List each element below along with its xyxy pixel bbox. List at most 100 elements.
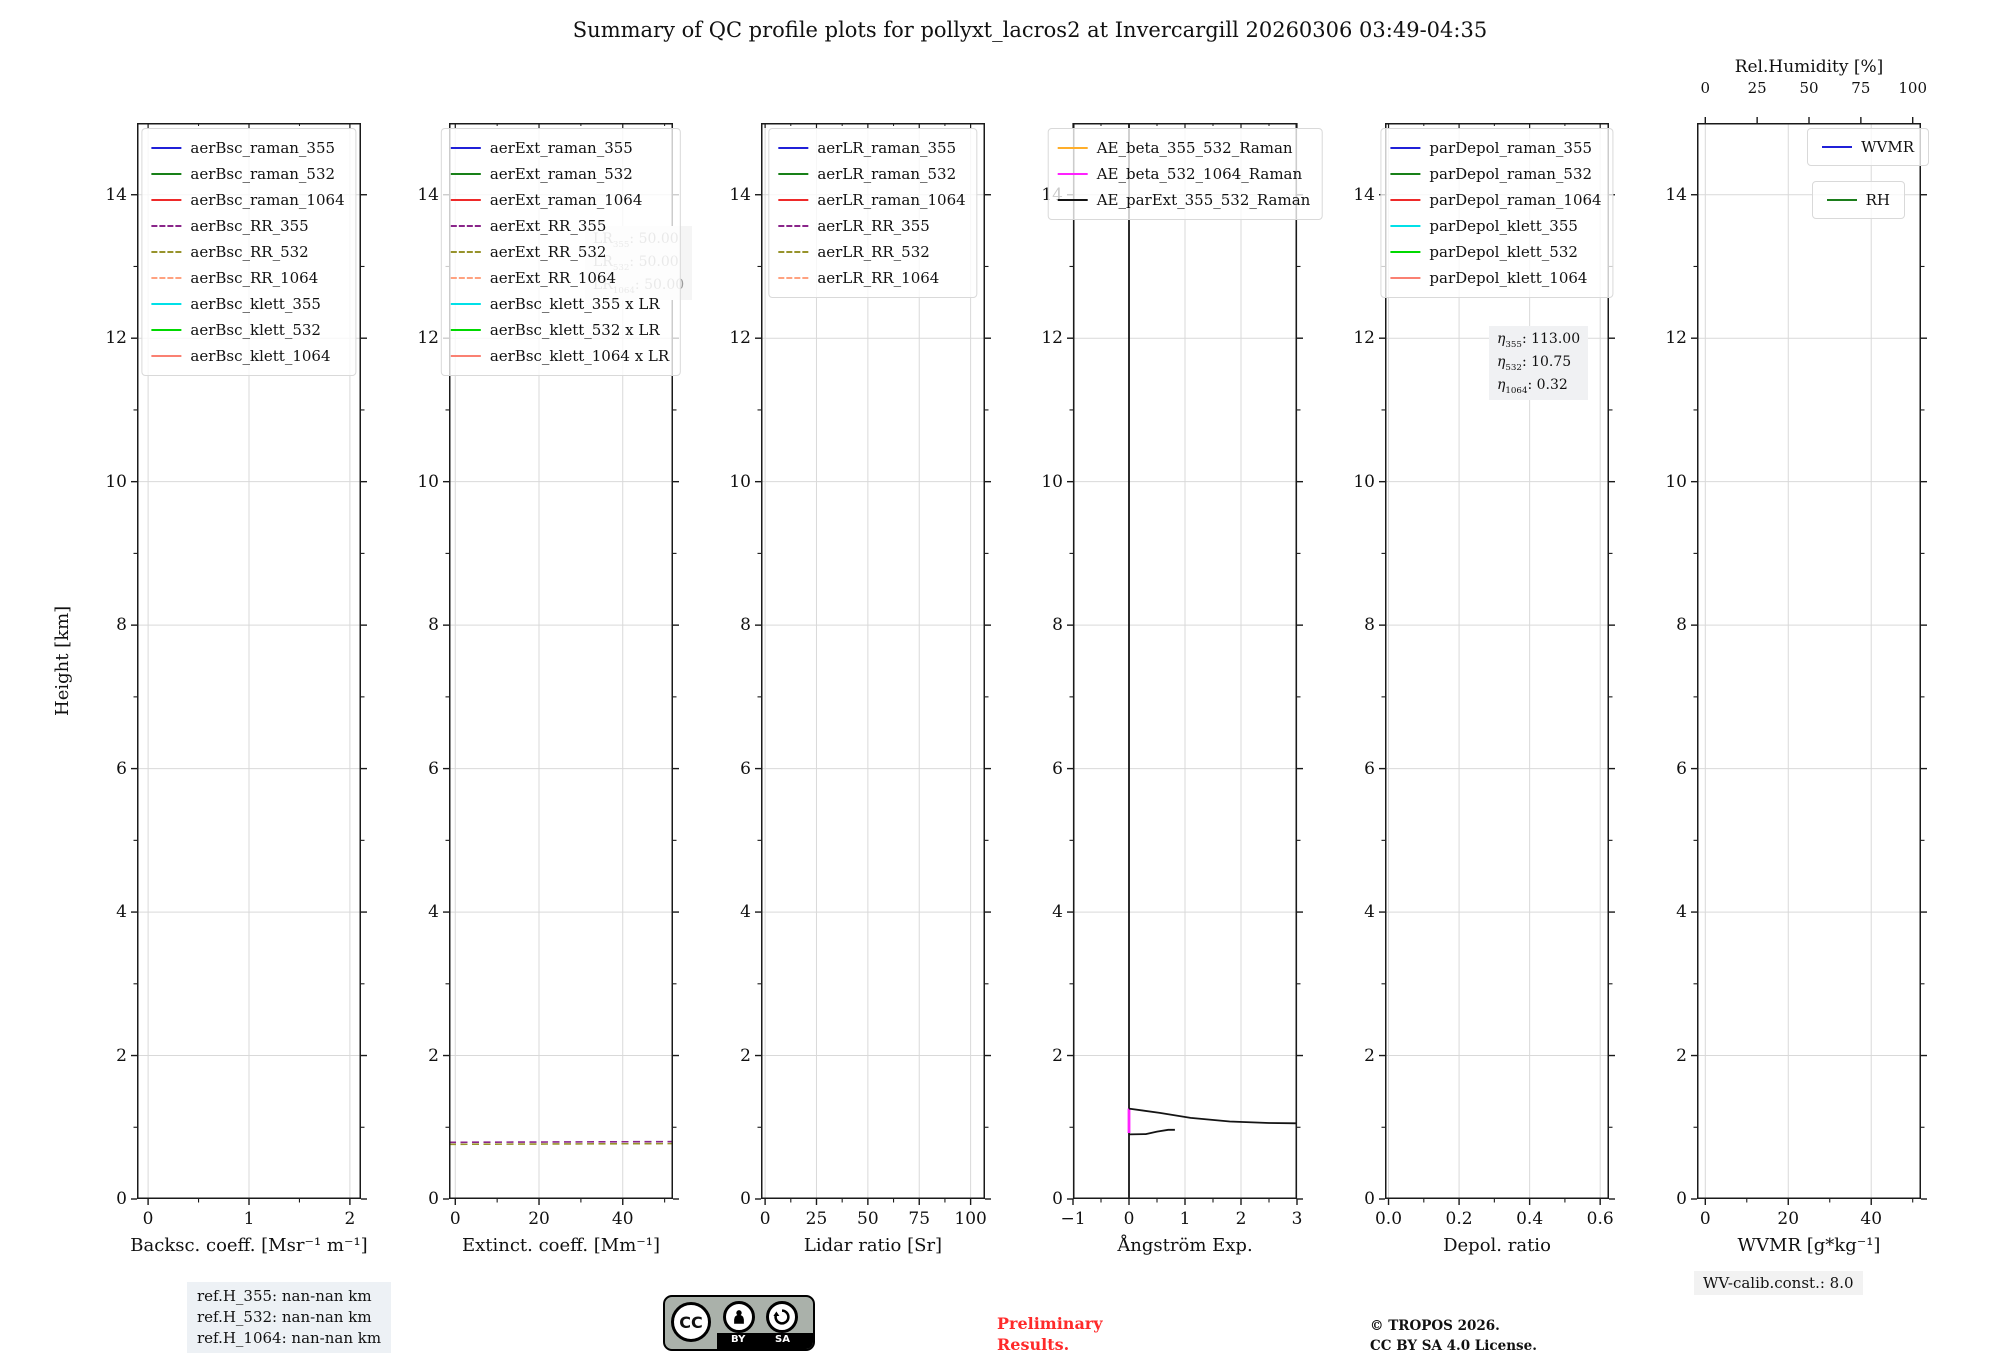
legend-line-sample: [778, 173, 809, 175]
x-tick-label: 100: [954, 1209, 987, 1229]
y-tick-label: 0: [116, 1189, 127, 1209]
legend-item: AE_beta_532_1064_Raman: [1057, 161, 1311, 187]
y-tick-label: 12: [105, 328, 127, 349]
legend-item: aerBsc_klett_1064 x LR: [450, 343, 669, 369]
legend-line-sample: [778, 225, 809, 227]
legend-line-sample: [1057, 173, 1088, 175]
top-tick-label: 50: [1799, 79, 1819, 97]
y-tick-label: 14: [1353, 184, 1375, 205]
top-tick-label: 25: [1747, 79, 1767, 97]
panel-lidar-ratio: 0 2 4 6 8 10 12 14 0 25 50 75 100 Lidar ratio [Sr] …: [729, 123, 991, 1256]
legend-wvmr: WVMR: [1807, 128, 1929, 166]
x-axis-title-depol: Depol. ratio: [1443, 1235, 1551, 1256]
x-tick-label: 75: [908, 1209, 931, 1229]
y-tick-label: 10: [1353, 471, 1375, 492]
legend-line-sample: [1390, 199, 1421, 201]
legend-line-sample: [450, 303, 481, 305]
legend-item: aerExt_raman_355: [450, 135, 669, 161]
x-tick-label: 2: [1235, 1209, 1247, 1229]
ref-height-355: ref.H_355: nan-nan km: [197, 1287, 372, 1305]
legend-line-sample: [1057, 199, 1088, 201]
y-tick-label: 4: [740, 902, 751, 923]
legend-line-sample: [1390, 225, 1421, 227]
legend-item: aerBsc_raman_1064: [151, 187, 345, 213]
legend-item: AE_parExt_355_532_Raman: [1057, 187, 1310, 213]
y-tick-label: 6: [740, 758, 751, 779]
x-tick-label: 0.6: [1586, 1209, 1614, 1229]
preliminary-results-note: Preliminary Results.: [997, 1314, 1103, 1354]
y-tick-label: 10: [1041, 471, 1063, 492]
legend-line-sample: [450, 225, 481, 227]
x-tick-label: 0: [142, 1209, 154, 1229]
y-tick-label: 6: [1676, 758, 1687, 779]
plot-canvas-lidar-ratio: [755, 123, 991, 1205]
legend-item: parDepol_klett_532: [1390, 239, 1601, 265]
legend-item: aerBsc_klett_1064: [151, 343, 344, 369]
legend-item: aerExt_RR_532: [450, 239, 669, 265]
legend-item: parDepol_raman_1064: [1390, 187, 1602, 213]
legend-line-sample: [778, 199, 809, 201]
legend-line-sample: [1057, 147, 1088, 149]
legend-line-sample: [450, 355, 481, 357]
annotation-line: η1064: 0.32: [1497, 376, 1568, 396]
x-tick-label: 0: [1699, 1209, 1711, 1229]
legend-item: aerBsc_klett_532 x LR: [450, 317, 669, 343]
annotation-line: η355: 113.00: [1497, 331, 1581, 350]
x-tick-label: 0: [1123, 1209, 1135, 1229]
x-tick-label: 1: [1179, 1209, 1191, 1229]
y-tick-label: 6: [1364, 758, 1375, 779]
cc-sharealike-arrow-icon: [766, 1301, 798, 1333]
y-tick-label: 10: [417, 471, 439, 492]
legend-rh: RH: [1811, 181, 1905, 219]
figure-title: Summary of QC profile plots for pollyxt_…: [572, 18, 1488, 42]
x-tick-label: 40: [611, 1209, 634, 1229]
legend-item: aerBsc_klett_355 x LR: [450, 291, 669, 317]
y-tick-label: 12: [1041, 328, 1063, 349]
legend-angstrom: AE_beta_355_532_Raman AE_beta_532_1064_Ra…: [1047, 128, 1323, 220]
legend-item: aerLR_RR_355: [778, 213, 965, 239]
plot-canvas-depol: [1379, 123, 1615, 1205]
legend-item: parDepol_klett_355: [1390, 213, 1601, 239]
y-tick-label: 8: [1364, 615, 1375, 636]
cc-sa-label: SA: [775, 1334, 790, 1345]
y-tick-label: 8: [1676, 615, 1687, 636]
legend-line-sample: [450, 147, 481, 149]
legend-line-sample: [450, 277, 481, 279]
y-tick-label: 8: [116, 615, 127, 636]
y-tick-label: 14: [1665, 184, 1687, 205]
legend-item: aerLR_RR_1064: [778, 265, 965, 291]
y-tick-label: 0: [740, 1189, 751, 1209]
legend-item: aerLR_raman_355: [778, 135, 965, 161]
cc-license-badge: BY SA CC: [663, 1295, 815, 1351]
y-tick-label: 0: [1676, 1189, 1687, 1209]
copyright-note: © TROPOS 2026. CC BY SA 4.0 License.: [1370, 1318, 1537, 1355]
top-axis-title-rel-humidity: Rel.Humidity [%]: [1734, 57, 1884, 77]
legend-item: aerExt_raman_1064: [450, 187, 669, 213]
legend-extinction: aerExt_raman_355 aerExt_raman_532 aerExt_r…: [440, 128, 682, 376]
x-tick-label: 20: [528, 1209, 550, 1229]
plot-canvas-wvmr: [1691, 117, 1927, 1205]
y-tick-label: 10: [1665, 471, 1687, 492]
x-axis-title-lidar-ratio: Lidar ratio [Sr]: [803, 1235, 943, 1256]
legend-line-sample: [151, 251, 182, 253]
legend-item: aerBsc_raman_532: [151, 161, 344, 187]
legend-item: aerExt_raman_532: [450, 161, 669, 187]
x-tick-label: 0: [449, 1209, 461, 1229]
y-tick-label: 8: [1052, 615, 1063, 636]
panel-wvmr: 0 2 4 6 8 10 12 14 0 20 40 Rel.Humidity [%] 0 25 50…: [1665, 57, 1929, 1256]
legend-item: aerBsc_klett_532: [151, 317, 344, 343]
legend-item: aerLR_raman_1064: [778, 187, 966, 213]
cc-by-label: BY: [731, 1334, 746, 1345]
y-tick-label: 12: [1353, 328, 1375, 349]
y-tick-label: 2: [740, 1045, 751, 1066]
y-tick-label: 6: [428, 758, 439, 779]
x-tick-label: 1: [243, 1209, 255, 1229]
x-tick-label: 0: [759, 1209, 771, 1229]
legend-item: aerBsc_RR_1064: [151, 265, 344, 291]
legend-line-sample: [151, 199, 182, 201]
reference-height-annotation: ref.H_355: nan-nan km ref.H_532: nan-nan…: [187, 1282, 392, 1353]
y-tick-label: 10: [729, 471, 751, 492]
y-tick-label: 0: [428, 1189, 439, 1209]
x-tick-label: 50: [857, 1209, 879, 1229]
